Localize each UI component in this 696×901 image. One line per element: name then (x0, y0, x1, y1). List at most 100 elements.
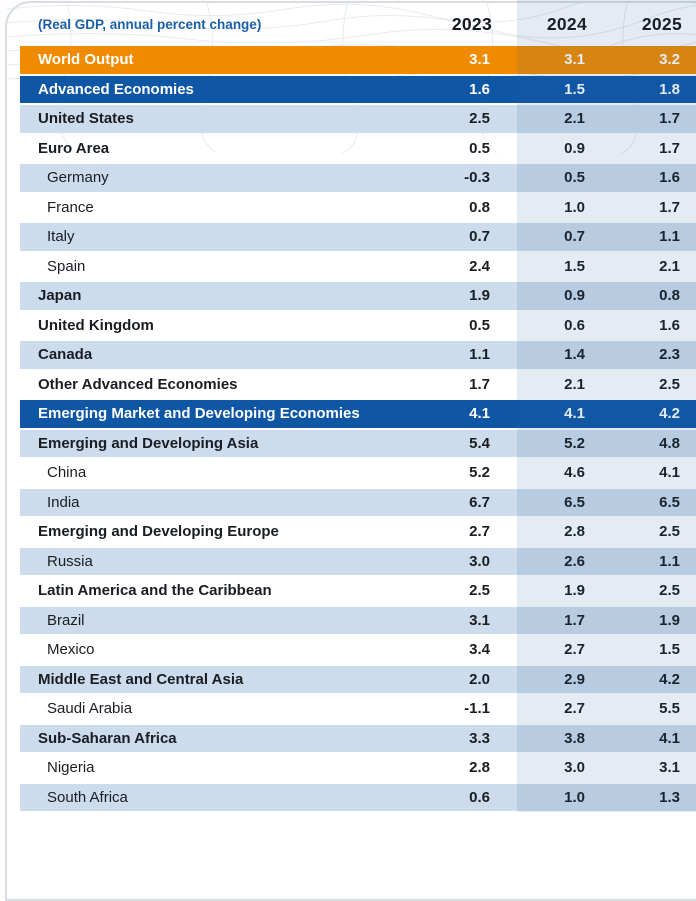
row-label: United Kingdom (38, 316, 154, 334)
value-cell: 4.8 (659, 434, 680, 452)
value-cell: 0.6 (564, 316, 585, 334)
value-cell: 1.7 (659, 198, 680, 216)
value-cell: 3.4 (469, 641, 490, 659)
table-row: Sub-Saharan Africa 3.3 3.8 4.1 (20, 724, 696, 752)
value-cell: 0.5 (564, 169, 585, 187)
table-row: Saudi Arabia -1.1 2.7 5.5 (20, 695, 696, 723)
table-row: Nigeria 2.8 3.0 3.1 (20, 754, 696, 782)
value-cell: 2.1 (564, 375, 585, 393)
row-label: Saudi Arabia (47, 700, 133, 718)
row-label: India (47, 493, 80, 511)
value-cell: 2.7 (564, 700, 585, 718)
row-label: Italy (47, 228, 75, 246)
value-cell: 1.5 (564, 257, 585, 275)
value-cell: 2.6 (564, 552, 585, 570)
value-cell: 0.7 (469, 228, 490, 246)
value-cell: 1.5 (659, 641, 680, 659)
table-row: Germany -0.3 0.5 1.6 (20, 164, 696, 192)
table-row: Euro Area 0.5 0.9 1.7 (20, 135, 696, 163)
value-cell: 2.7 (564, 641, 585, 659)
value-cell: 0.5 (469, 139, 490, 157)
row-label: United States (38, 110, 134, 128)
value-cell: 2.8 (564, 523, 585, 541)
value-cell: 0.8 (469, 198, 490, 216)
table-row: Japan 1.9 0.9 0.8 (20, 282, 696, 310)
value-cell: 3.1 (469, 611, 490, 629)
table-row: United Kingdom 0.5 0.6 1.6 (20, 312, 696, 340)
row-label: Spain (47, 257, 86, 275)
row-label: Emerging and Developing Europe (38, 523, 279, 541)
value-cell: -1.1 (464, 700, 490, 718)
value-cell: 0.9 (564, 287, 585, 305)
table-row: Middle East and Central Asia 2.0 2.9 4.2 (20, 665, 696, 693)
value-cell: 2.5 (659, 375, 680, 393)
gdp-table-card: (Real GDP, annual percent change) 2023 2… (5, 1, 696, 901)
table-row: Emerging Market and Developing Economies… (20, 400, 696, 428)
table-row: China 5.2 4.6 4.1 (20, 459, 696, 487)
value-cell: 4.2 (659, 670, 680, 688)
value-cell: 1.7 (564, 611, 585, 629)
row-label: China (47, 464, 87, 482)
value-cell: 3.1 (469, 51, 490, 69)
value-cell: 1.1 (659, 552, 680, 570)
value-cell: -0.3 (464, 169, 490, 187)
table-row: Mexico 3.4 2.7 1.5 (20, 636, 696, 664)
value-cell: 2.3 (659, 346, 680, 364)
table-row: South Africa 0.6 1.0 1.3 (20, 783, 696, 811)
row-label: World Output (38, 51, 134, 69)
value-cell: 1.9 (659, 611, 680, 629)
value-cell: 1.9 (564, 582, 585, 600)
table-row: Brazil 3.1 1.7 1.9 (20, 606, 696, 634)
row-label: Japan (38, 287, 82, 305)
value-cell: 5.5 (659, 700, 680, 718)
value-cell: 3.0 (564, 759, 585, 777)
value-cell: 3.1 (564, 51, 585, 69)
table-row: Emerging and Developing Asia 5.4 5.2 4.8 (20, 429, 696, 457)
value-cell: 5.4 (469, 434, 490, 452)
row-label: Latin America and the Caribbean (38, 582, 272, 600)
table-row: Latin America and the Caribbean 2.5 1.9 … (20, 577, 696, 605)
value-cell: 4.1 (659, 464, 680, 482)
row-label: Middle East and Central Asia (38, 670, 244, 688)
value-cell: 1.6 (469, 80, 490, 98)
year-header-2024: 2024 (546, 14, 587, 34)
row-label: Sub-Saharan Africa (38, 729, 177, 747)
row-label: Mexico (47, 641, 95, 659)
row-label: Advanced Economies (38, 80, 194, 98)
value-cell: 0.5 (469, 316, 490, 334)
row-label: Other Advanced Economies (38, 375, 238, 393)
table-body: World Output 3.1 3.1 3.2 Advanced Econom… (20, 46, 696, 811)
table-row: Other Advanced Economies 1.7 2.1 2.5 (20, 371, 696, 399)
value-cell: 1.0 (564, 788, 585, 806)
row-label: Brazil (47, 611, 85, 629)
year-header-2025: 2025 (641, 14, 682, 34)
value-cell: 4.1 (469, 405, 490, 423)
value-cell: 2.9 (564, 670, 585, 688)
value-cell: 5.2 (564, 434, 585, 452)
value-cell: 3.8 (564, 729, 585, 747)
row-label: South Africa (47, 788, 128, 806)
row-label: Nigeria (47, 759, 95, 777)
value-cell: 1.4 (564, 346, 585, 364)
value-cell: 1.8 (659, 80, 680, 98)
table-row: Canada 1.1 1.4 2.3 (20, 341, 696, 369)
table-row: Emerging and Developing Europe 2.7 2.8 2… (20, 518, 696, 546)
year-header-2023: 2023 (451, 14, 492, 34)
value-cell: 0.6 (469, 788, 490, 806)
value-cell: 2.5 (659, 523, 680, 541)
row-label: France (47, 198, 94, 216)
value-cell: 1.7 (659, 139, 680, 157)
table-row: France 0.8 1.0 1.7 (20, 194, 696, 222)
value-cell: 2.1 (659, 257, 680, 275)
value-cell: 3.2 (659, 51, 680, 69)
table-row: Spain 2.4 1.5 2.1 (20, 253, 696, 281)
table-row: World Output 3.1 3.1 3.2 (20, 46, 696, 74)
value-cell: 1.6 (659, 169, 680, 187)
table-row: Advanced Economies 1.6 1.5 1.8 (20, 75, 696, 103)
value-cell: 2.5 (469, 110, 490, 128)
value-cell: 1.7 (469, 375, 490, 393)
value-cell: 0.8 (659, 287, 680, 305)
value-cell: 1.3 (659, 788, 680, 806)
value-cell: 3.1 (659, 759, 680, 777)
value-cell: 6.5 (564, 493, 585, 511)
